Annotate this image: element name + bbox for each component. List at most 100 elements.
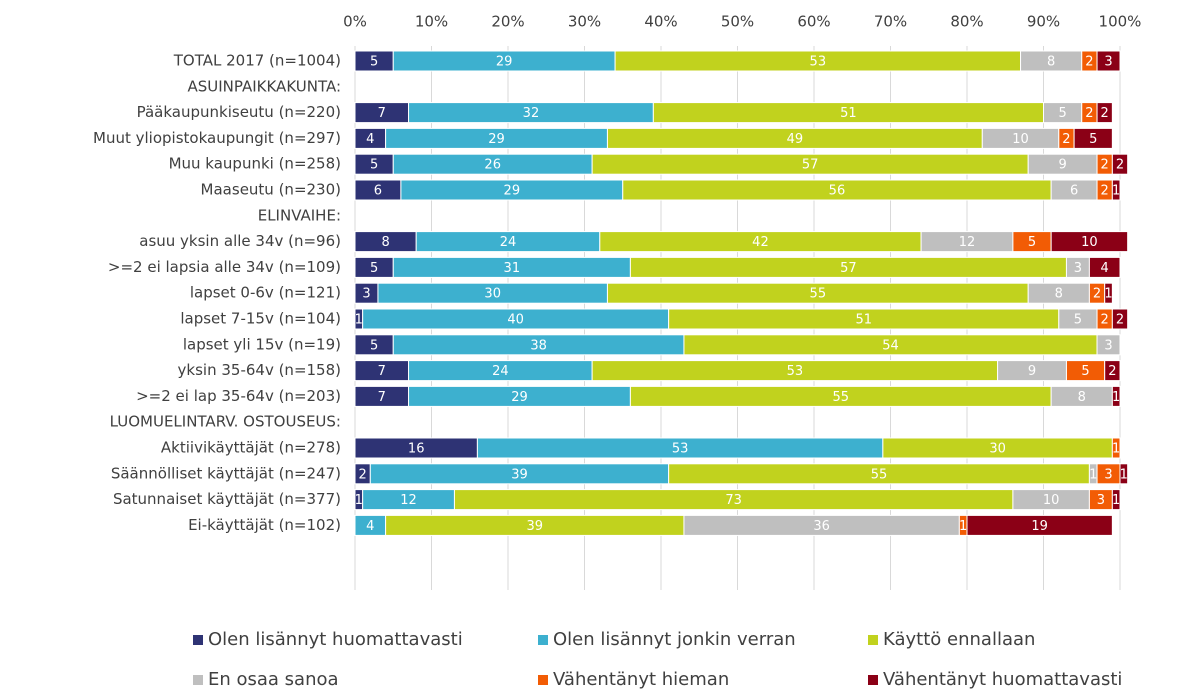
data-label: 39	[527, 519, 544, 534]
data-label: 36	[813, 519, 830, 534]
bar-segment	[966, 514, 1113, 536]
data-label: 24	[492, 364, 509, 379]
x-tick-label: 0%	[343, 13, 367, 31]
bar-segment	[1111, 385, 1121, 407]
x-tick-label: 100%	[1099, 13, 1142, 31]
data-label: 3	[362, 287, 370, 302]
data-label: 31	[504, 261, 521, 276]
data-label: 1	[355, 493, 363, 508]
data-label: 4	[366, 519, 374, 534]
data-label: 30	[989, 442, 1006, 457]
data-label: 53	[787, 364, 804, 379]
data-label: 1	[959, 519, 967, 534]
x-tick-label: 10%	[415, 13, 448, 31]
y-tick-label: Muut yliopistokaupungit (n=297)	[93, 129, 341, 147]
data-label: 10	[1012, 132, 1029, 147]
bar-segment	[1096, 50, 1121, 72]
bar-segment	[1104, 282, 1113, 304]
data-label: 53	[810, 55, 827, 70]
data-label: 12	[400, 493, 417, 508]
y-tick-label: >=2 ei lap 35-64v (n=203)	[136, 387, 341, 405]
data-label: 3	[1074, 261, 1082, 276]
data-label: 5	[370, 158, 378, 173]
bar-segment	[1111, 179, 1121, 201]
data-label: 2	[359, 467, 367, 482]
data-label: 1	[1112, 184, 1120, 199]
data-label: 2	[1085, 55, 1093, 70]
y-tick-label: Pääkaupunkiseutu (n=220)	[137, 103, 341, 121]
bar-segment	[1088, 256, 1121, 278]
data-label: 8	[1047, 55, 1055, 70]
bar-segment	[1111, 308, 1129, 330]
y-tick-label: yksin 35-64v (n=158)	[178, 361, 341, 379]
data-label: 57	[802, 158, 819, 173]
legend-label: Vähentänyt huomattavasti	[883, 669, 1122, 690]
data-label: 2	[1101, 184, 1109, 199]
y-tick-label: >=2 ei lapsia alle 34v (n=109)	[108, 258, 341, 276]
data-label: 29	[496, 55, 513, 70]
data-label: 73	[725, 493, 742, 508]
data-label: 2	[1101, 158, 1109, 173]
data-label: 4	[366, 132, 374, 147]
data-label: 51	[840, 106, 857, 121]
y-tick-label: Muu kaupunki (n=258)	[169, 155, 341, 173]
bar-segment	[1111, 153, 1129, 175]
data-label: 24	[500, 235, 517, 250]
legend-label: Olen lisännyt huomattavasti	[208, 629, 463, 650]
data-label: 2	[1108, 364, 1116, 379]
x-tick-label: 30%	[568, 13, 601, 31]
data-label: 3	[1097, 493, 1105, 508]
data-label: 7	[378, 364, 386, 379]
data-label: 49	[787, 132, 804, 147]
data-label: 2	[1116, 313, 1124, 328]
y-tick-label: Maaseutu (n=230)	[201, 181, 341, 199]
data-label: 3	[1104, 338, 1112, 353]
data-label: 2	[1085, 106, 1093, 121]
legend-swatch	[868, 635, 878, 645]
data-label: 56	[829, 184, 846, 199]
data-label: 12	[959, 235, 976, 250]
data-label: 5	[370, 261, 378, 276]
data-label: 2	[1062, 132, 1070, 147]
data-label: 7	[378, 390, 386, 405]
data-label: 1	[1112, 493, 1120, 508]
data-label: 7	[378, 106, 386, 121]
data-label: 55	[810, 287, 827, 302]
legend-swatch	[868, 675, 878, 685]
y-tick-label: Säännölliset käyttäjät (n=247)	[111, 464, 341, 482]
x-tick-label: 50%	[721, 13, 754, 31]
data-label: 54	[882, 338, 899, 353]
data-label: 2	[1101, 106, 1109, 121]
y-tick-label: ELINVAIHE:	[258, 206, 341, 224]
data-label: 1	[1112, 442, 1120, 457]
data-label: 8	[1055, 287, 1063, 302]
data-label: 55	[833, 390, 850, 405]
legend-swatch	[538, 675, 548, 685]
data-label: 9	[1028, 364, 1036, 379]
bar-segment	[1096, 102, 1113, 124]
x-tick-label: 70%	[874, 13, 907, 31]
data-label: 38	[530, 338, 547, 353]
y-tick-label: lapset 7-15v (n=104)	[180, 310, 341, 328]
data-label: 6	[374, 184, 382, 199]
y-tick-label: Satunnaiset käyttäjät (n=377)	[113, 490, 341, 508]
data-label: 1	[1112, 390, 1120, 405]
data-label: 5	[1089, 132, 1097, 147]
data-label: 5	[1028, 235, 1036, 250]
data-label: 29	[511, 390, 528, 405]
bar-segment	[1050, 231, 1129, 253]
data-label: 1	[1089, 467, 1097, 482]
data-label: 51	[855, 313, 872, 328]
legend-swatch	[538, 635, 548, 645]
y-tick-label: lapset 0-6v (n=121)	[190, 284, 341, 302]
data-label: 39	[511, 467, 528, 482]
data-label: 32	[523, 106, 540, 121]
data-label: 40	[507, 313, 524, 328]
data-label: 2	[1093, 287, 1101, 302]
data-label: 3	[1104, 55, 1112, 70]
x-tick-label: 80%	[950, 13, 983, 31]
data-label: 1	[1104, 287, 1112, 302]
y-tick-label: lapset yli 15v (n=19)	[183, 335, 341, 353]
data-label: 55	[871, 467, 888, 482]
data-label: 5	[1074, 313, 1082, 328]
